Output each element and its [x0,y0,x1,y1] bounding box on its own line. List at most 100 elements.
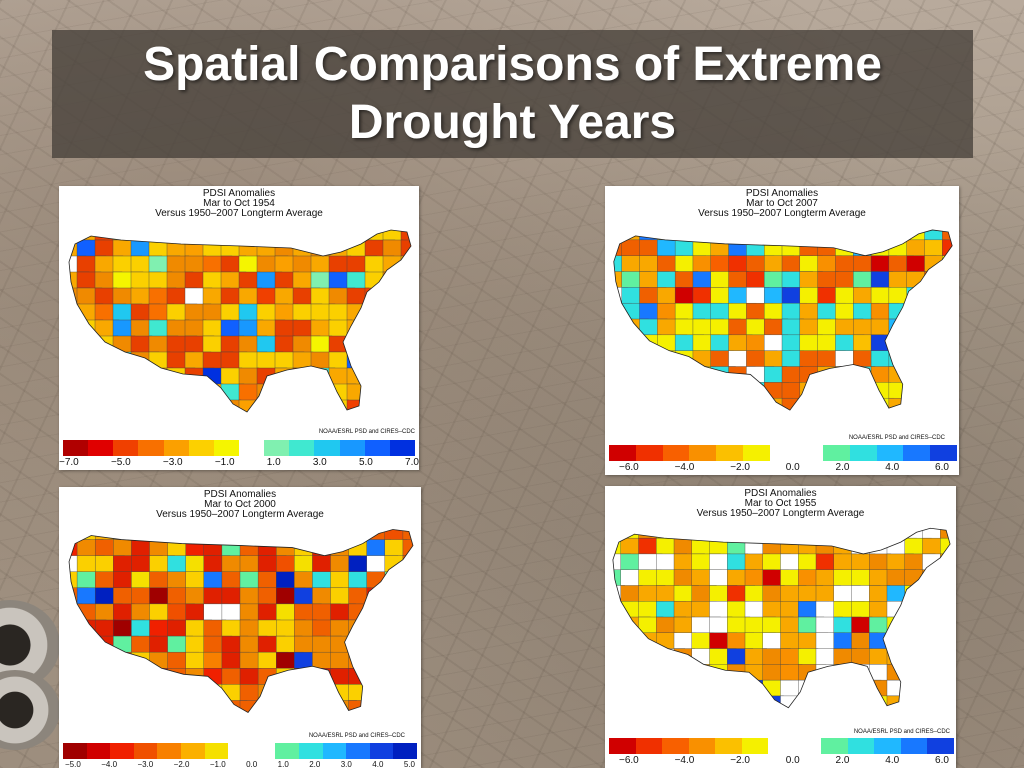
climate-division [346,303,376,323]
climate-division [817,382,849,403]
climate-division [69,651,89,678]
climate-division [942,334,953,362]
climate-division [710,397,742,411]
climate-division [310,399,342,412]
colorbar-swatch [275,743,299,759]
climate-division [202,230,230,243]
climate-division [613,334,634,357]
climate-division [922,664,951,691]
colorbar-swatch [609,445,636,461]
colorbar-swatch [364,440,390,456]
colorbar-swatch [314,440,340,456]
colorbar-tick-label: 4.0 [885,755,900,766]
climate-division [76,351,104,378]
colorbar-tick-label: −6.0 [619,755,639,766]
climate-division [940,528,951,541]
map-credit: NOAA/ESRL PSD and CIRES–CDC [848,435,945,441]
climate-division [76,668,98,693]
climate-division [366,684,392,704]
climate-division [942,318,953,341]
climate-division [888,318,919,341]
climate-division [382,383,404,406]
climate-division [130,367,160,395]
colorbar-tick-label: −3.0 [137,760,154,768]
climate-division [257,529,283,545]
climate-division [346,319,369,347]
climate-division [727,695,754,708]
climate-division [815,679,840,704]
climate-division [69,399,90,412]
climate-division [276,700,301,713]
climate-division [366,603,389,624]
climate-division [621,350,646,369]
climate-division [657,366,683,389]
climate-division [746,397,767,411]
climate-division [130,399,161,412]
us-outline [68,529,414,714]
colorbar-swatch [238,440,265,456]
climate-division [402,635,413,657]
climate-division [621,334,650,359]
climate-division [76,684,98,710]
colorbar-swatch [849,445,877,461]
climate-division [940,616,951,642]
climate-division [924,287,952,312]
climate-division [366,668,397,690]
climate-division [940,632,951,656]
colorbar-swatch [188,440,214,456]
climate-division [817,397,845,411]
climate-division [942,287,953,308]
colorbar-tick-label: 1.0 [277,760,289,768]
climate-division [924,350,953,369]
climate-division [312,529,335,545]
climate-division [870,287,892,306]
climate-division [257,700,287,713]
climate-division [112,383,145,406]
climate-division [274,367,298,389]
climate-division [149,700,177,713]
climate-division [940,664,951,686]
climate-division [940,648,951,667]
climate-division [942,350,953,369]
climate-division [799,229,821,245]
climate-division [184,230,214,248]
climate-division [257,684,288,712]
climate-division [400,335,411,362]
climate-division [870,229,892,250]
colorbar-tick-label: 0.0 [785,755,800,766]
climate-division [657,397,684,411]
climate-division [402,668,413,692]
climate-division [924,318,951,340]
us-outline [613,229,953,411]
climate-division [94,700,121,713]
climate-division [69,684,80,709]
colorbar-ticks: −6.0 −4.0 −2.0 0.0 2.0 4.0 6.0 [619,755,949,766]
climate-division [402,587,413,609]
climate-division [76,635,102,659]
map-title: PDSI Anomalies Mar to Oct 1955 Versus 19… [605,489,956,519]
climate-division [674,382,703,401]
map-title-line3: Versus 1950–2007 Longterm Average [696,508,865,519]
colorbar-swatch [63,743,87,759]
climate-division [94,367,117,387]
climate-division [239,700,272,713]
map-title: PDSI Anomalies Mar to Oct 1954 Versus 19… [59,189,419,219]
climate-division [76,399,100,412]
climate-division [366,700,397,713]
climate-division [330,529,352,548]
climate-division [312,700,333,713]
climate-division [940,537,951,563]
climate-division [942,239,953,266]
colorbar-swatch [204,743,229,759]
climate-division [906,397,934,411]
colorbar-swatch [742,445,770,461]
map-credit: NOAA/ESRL PSD and CIRES–CDC [308,733,405,739]
climate-division [274,399,307,412]
map-title-line2: Mar to Oct 1954 [203,198,275,209]
climate-division [294,668,325,693]
climate-division [922,601,951,627]
climate-division [922,585,951,612]
colorbar-tick-label: 1.0 [266,457,281,468]
climate-division [149,684,179,708]
climate-division [366,635,399,663]
